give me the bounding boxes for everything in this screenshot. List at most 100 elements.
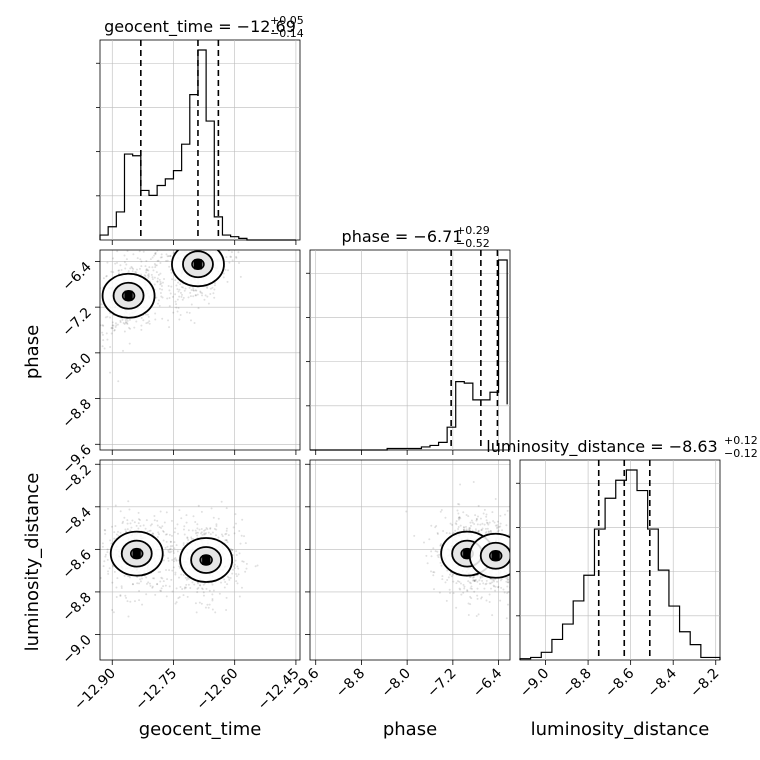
scatter-point [126, 600, 129, 603]
scatter-point [477, 530, 480, 533]
scatter-point [422, 541, 425, 544]
scatter-point [134, 270, 137, 273]
scatter-point [209, 287, 212, 290]
scatter-point [157, 273, 160, 276]
scatter-point [204, 606, 207, 609]
scatter-point [185, 311, 188, 314]
scatter-point [154, 264, 157, 267]
scatter-point [506, 509, 509, 512]
scatter-point [474, 514, 477, 517]
scatter-point [195, 611, 198, 614]
scatter-point [156, 583, 159, 586]
scatter-point [182, 544, 185, 547]
scatter-point [457, 517, 460, 520]
scatter-point [485, 582, 488, 585]
scatter-point [442, 530, 445, 533]
scatter-point [497, 529, 500, 532]
scatter-point [167, 549, 170, 552]
scatter-point [106, 261, 109, 264]
scatter-point [179, 291, 182, 294]
scatter-point [110, 542, 113, 545]
scatter-point [203, 529, 206, 532]
scatter-point [231, 548, 234, 551]
scatter-point [499, 525, 502, 528]
scatter-point [486, 527, 489, 530]
scatter-point [469, 575, 472, 578]
scatter-point [138, 589, 141, 592]
scatter-point [119, 319, 122, 322]
scatter-point [207, 606, 210, 609]
scatter-point [175, 601, 178, 604]
scatter-point [436, 532, 439, 535]
scatter-point [182, 542, 185, 545]
scatter-frame-2 [309, 459, 511, 661]
scatter-point [478, 582, 481, 585]
scatter-point [173, 558, 176, 561]
scatter-point [439, 561, 442, 564]
scatter-point [187, 529, 190, 532]
scatter-point [186, 536, 189, 539]
scatter-point [155, 264, 158, 267]
scatter-point [457, 527, 460, 530]
scatter-point [225, 532, 228, 535]
scatter-point [239, 542, 242, 545]
scatter-point [132, 253, 135, 256]
scatter-panel-geocent_time-luminosity_distance [99, 459, 301, 661]
scatter-point [140, 260, 143, 263]
scatter-point [126, 250, 129, 253]
scatter-point [128, 508, 131, 511]
scatter-point [238, 595, 241, 598]
scatter-point [496, 526, 499, 529]
scatter-point [244, 570, 247, 573]
scatter-point [211, 531, 214, 534]
scatter-point [475, 530, 478, 533]
scatter-point [153, 276, 156, 279]
scatter-point [123, 574, 126, 577]
scatter-point [146, 274, 149, 277]
scatter-point [159, 262, 162, 265]
density-peak-1-0 [132, 548, 141, 559]
scatter-point [183, 587, 186, 590]
scatter-point [469, 595, 472, 598]
scatter-point [135, 320, 138, 323]
scatter-point [492, 580, 495, 583]
scatter-point [503, 591, 506, 594]
scatter-point [497, 586, 500, 589]
scatter-point [103, 529, 106, 532]
scatter-point [451, 523, 454, 526]
scatter-point [131, 270, 134, 273]
scatter-point [159, 280, 162, 283]
scatter-point [458, 587, 461, 590]
scatter-point [168, 585, 171, 588]
scatter-point [430, 524, 433, 527]
scatter-point [154, 253, 157, 256]
scatter-point [209, 292, 212, 295]
scatter-point [481, 527, 484, 530]
scatter-point [116, 250, 119, 253]
scatter-point [191, 581, 194, 584]
scatter-point [229, 577, 232, 580]
scatter-point [428, 538, 431, 541]
scatter-point [101, 545, 104, 548]
scatter-point [496, 527, 499, 530]
scatter-point [183, 289, 186, 292]
scatter-point [147, 275, 150, 278]
scatter-point [231, 572, 234, 575]
scatter-point [225, 529, 228, 532]
scatter-point [138, 267, 141, 270]
xlabel-geocent-time: geocent_time [139, 719, 262, 740]
scatter-point [227, 269, 230, 272]
scatter-point [425, 554, 428, 557]
scatter-point [192, 515, 195, 518]
scatter-point [119, 510, 122, 513]
scatter-point [167, 550, 170, 553]
scatter-point [231, 259, 234, 262]
scatter-point [484, 527, 487, 530]
scatter-point [212, 292, 215, 295]
scatter-point [468, 576, 471, 579]
scatter-point [156, 280, 159, 283]
scatter-point [210, 507, 213, 510]
scatter-point [213, 284, 216, 287]
scatter-point [472, 480, 475, 483]
scatter-point [476, 594, 479, 597]
